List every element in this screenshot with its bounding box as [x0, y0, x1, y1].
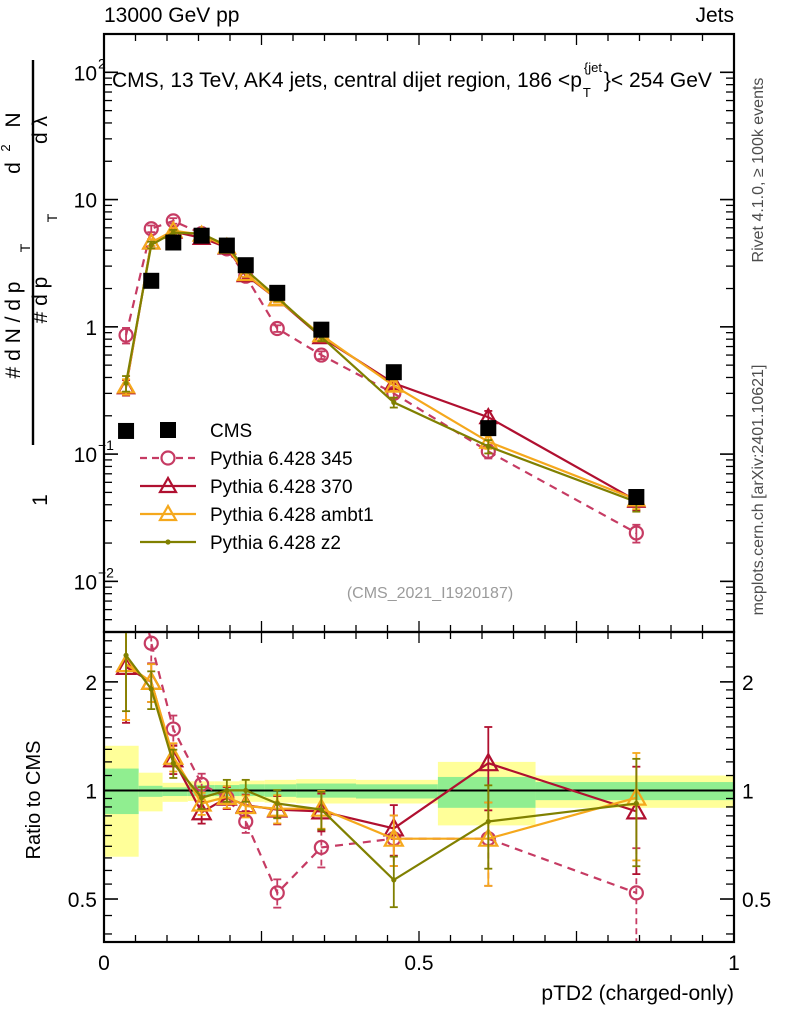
- band-inner: [162, 787, 188, 797]
- x-tick-label: 0: [98, 952, 110, 975]
- ratio-y-tick-label-right: 0.5: [742, 889, 771, 912]
- header-category-label: Jets: [695, 4, 734, 27]
- legend-entry-label: CMS: [210, 421, 252, 442]
- y-tick-label: 10: [74, 62, 97, 85]
- mcplots-source-label: mcplots.cern.ch [arXiv:2401.10621]: [750, 365, 767, 616]
- legend-entry-label: Pythia 6.428 370: [210, 477, 353, 498]
- y-tick-exponent: −2: [98, 564, 114, 580]
- series-pythia-6-428-ambt1: [116, 220, 647, 511]
- series-pythia-6-428-370: [116, 221, 647, 512]
- ratio-series-group: [115, 632, 648, 942]
- svg-text:T: T: [44, 213, 60, 222]
- header-beam-label: 13000 GeV pp: [104, 4, 239, 27]
- svg-text:d: d: [2, 162, 25, 174]
- x-axis-label: pTD2 (charged-only): [541, 982, 734, 1005]
- analysis-id-watermark: (CMS_2021_I1920187): [347, 585, 513, 602]
- series-pythia-6-428-345: [118, 213, 644, 544]
- y-tick-label: 10: [74, 444, 97, 467]
- y-tick-label: 10: [74, 190, 97, 213]
- y-tick-label: 1: [85, 317, 97, 340]
- svg-text:2: 2: [0, 144, 13, 151]
- series-cms: [118, 227, 645, 506]
- svg-text:T: T: [17, 243, 33, 252]
- svg-text:N: N: [2, 112, 25, 127]
- ratio-y-tick-label-right: 2: [742, 672, 754, 695]
- ratio-y-tick-label: 1: [85, 780, 97, 803]
- ratio-y-axis-label: Ratio to CMS: [23, 741, 45, 860]
- ratio-pythia-6-428-345: [143, 632, 644, 942]
- y-axis-label: 1 # d N / d p Td 2 N # d p Td λ: [0, 112, 60, 505]
- svg-text:}< 254 GeV: }< 254 GeV: [604, 69, 712, 92]
- series-pythia-6-428-z2: [122, 229, 641, 513]
- plot-title: CMS, 13 TeV, AK4 jets, central dijet reg…: [112, 60, 712, 100]
- ratio-y-tick-label: 0.5: [68, 889, 97, 912]
- svg-text:T: T: [583, 85, 591, 100]
- ratio-pythia-6-428-z2: [122, 632, 641, 909]
- rivet-version-label: Rivet 4.1.0, ≥ 100k events: [750, 78, 767, 263]
- svg-text:# d p: # d p: [29, 277, 52, 324]
- legend-entry-label: Pythia 6.428 ambt1: [210, 505, 374, 526]
- ratio-y-tick-label-right: 1: [742, 780, 754, 803]
- ratio-pythia-6-428-370: [115, 632, 648, 875]
- ratio-pythia-6-428-ambt1: [115, 632, 648, 887]
- y-tick-label: 10: [74, 571, 97, 594]
- x-tick-label: 1: [728, 952, 740, 975]
- svg-text:{jet: {jet: [584, 60, 602, 75]
- ratio-y-tick-label: 2: [85, 672, 97, 695]
- svg-text:# d N / d p: # d N / d p: [2, 282, 25, 379]
- svg-text:d λ: d λ: [29, 115, 52, 144]
- legend-entry-label: Pythia 6.428 345: [210, 449, 353, 470]
- svg-text:CMS, 13 TeV, AK4 jets, central: CMS, 13 TeV, AK4 jets, central dijet reg…: [112, 69, 582, 92]
- y-tick-exponent: 2: [98, 55, 106, 71]
- x-tick-label: 0.5: [404, 952, 433, 975]
- y-tick-exponent: −1: [98, 437, 114, 453]
- svg-text:1: 1: [29, 494, 52, 506]
- legend-entry-label: Pythia 6.428 z2: [210, 533, 341, 554]
- legend: CMS Pythia 6.428 345 Pythia 6.428 370 Pythi…: [140, 421, 374, 554]
